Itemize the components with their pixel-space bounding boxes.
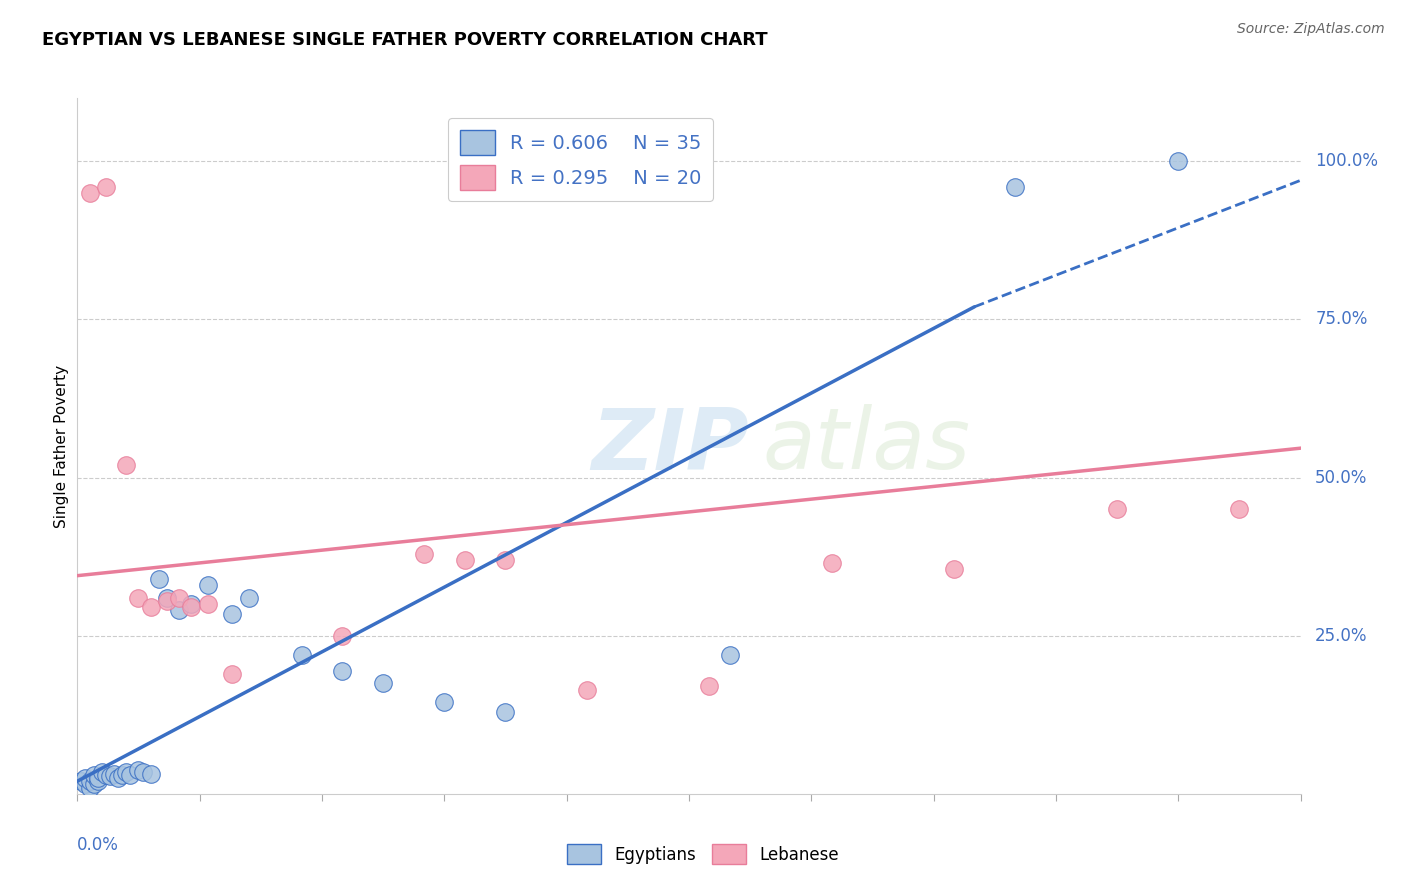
Point: [94, 768, 117, 782]
Point: [156, 594, 179, 608]
Point: [120, 768, 142, 782]
Point: [103, 766, 125, 780]
Point: [83, 768, 105, 782]
Point: [821, 556, 844, 570]
Point: [942, 562, 965, 576]
Point: [1107, 502, 1129, 516]
Point: [495, 705, 517, 719]
Point: [576, 682, 599, 697]
Text: 50.0%: 50.0%: [1315, 468, 1368, 487]
Point: [180, 600, 202, 615]
Point: [94, 179, 117, 194]
Point: [238, 591, 260, 605]
Point: [115, 458, 138, 472]
Text: 100.0%: 100.0%: [1315, 153, 1378, 170]
Text: atlas: atlas: [762, 404, 970, 488]
Text: 0.0%: 0.0%: [77, 836, 120, 854]
Point: [332, 629, 354, 643]
Point: [127, 591, 149, 605]
Text: 25.0%: 25.0%: [1315, 627, 1368, 645]
Point: [1004, 179, 1026, 194]
Point: [111, 768, 134, 782]
Text: Source: ZipAtlas.com: Source: ZipAtlas.com: [1237, 22, 1385, 37]
Legend: Egyptians, Lebanese: Egyptians, Lebanese: [561, 838, 845, 871]
Point: [332, 664, 354, 678]
Point: [107, 771, 129, 785]
Y-axis label: Single Father Poverty: Single Father Poverty: [53, 365, 69, 527]
Point: [139, 766, 162, 780]
Point: [87, 774, 110, 789]
Point: [169, 603, 191, 617]
Point: [495, 553, 517, 567]
Point: [127, 763, 149, 777]
Point: [453, 553, 475, 567]
Point: [115, 764, 138, 779]
Point: [180, 597, 202, 611]
Point: [718, 648, 741, 662]
Point: [1167, 154, 1189, 169]
Point: [90, 764, 112, 779]
Text: ZIP: ZIP: [591, 404, 749, 488]
Point: [70, 774, 93, 789]
Point: [371, 676, 394, 690]
Point: [79, 774, 101, 789]
Point: [87, 771, 110, 785]
Point: [433, 695, 456, 709]
Point: [197, 597, 219, 611]
Point: [148, 572, 170, 586]
Point: [413, 547, 436, 561]
Point: [221, 666, 243, 681]
Point: [83, 777, 105, 791]
Point: [98, 769, 121, 783]
Point: [1229, 502, 1251, 516]
Text: 75.0%: 75.0%: [1315, 310, 1368, 328]
Text: EGYPTIAN VS LEBANESE SINGLE FATHER POVERTY CORRELATION CHART: EGYPTIAN VS LEBANESE SINGLE FATHER POVER…: [42, 31, 768, 49]
Legend: R = 0.606    N = 35, R = 0.295    N = 20: R = 0.606 N = 35, R = 0.295 N = 20: [449, 119, 713, 202]
Point: [197, 578, 219, 592]
Point: [221, 607, 243, 621]
Point: [156, 591, 179, 605]
Point: [79, 186, 101, 200]
Point: [290, 648, 312, 662]
Point: [131, 764, 153, 779]
Point: [75, 777, 97, 791]
Point: [699, 679, 721, 693]
Point: [75, 771, 97, 785]
Point: [169, 591, 191, 605]
Point: [139, 600, 162, 615]
Point: [79, 780, 101, 795]
